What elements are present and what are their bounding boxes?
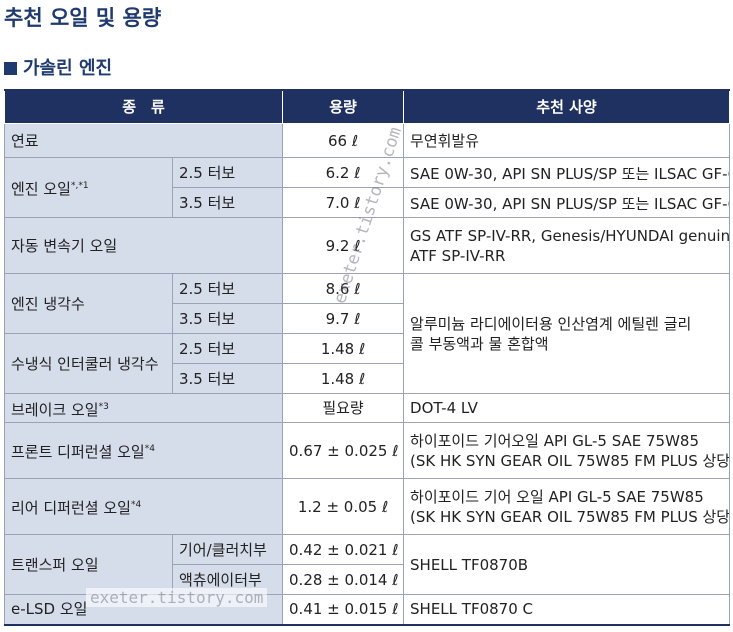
sub-cell: 2.5 터보 [171, 273, 284, 304]
cell-text: 자동 변속기 오일 [11, 236, 118, 255]
spec-line: 무연휘발유 [410, 131, 480, 150]
spec-line: 하이포이드 기어오일 API GL-5 SAE 75W85 [410, 431, 700, 450]
table-row: 연료 66 ℓ 무연휘발유 [3, 123, 730, 158]
spec-line: 알루미늄 라디에이터용 인산염계 에틸렌 글리 [410, 314, 692, 333]
spec-cell: SAE 0W-30, API SN PLUS/SP 또는 ILSAC GF-6*… [403, 187, 730, 218]
sub-cell: 2.5 터보 [171, 157, 284, 188]
footnote-mark: *3 [98, 401, 109, 412]
cell-text: 연료 [11, 131, 39, 150]
spec-cell: 하이포이드 기어 오일 API GL-5 SAE 75W85 (SK HK SYN… [403, 478, 730, 535]
cell-text: e-LSD 오일 [11, 600, 88, 619]
header-row: 종 류 용량 추천 사양 [3, 89, 730, 124]
capacity-cell: 1.48 ℓ [282, 333, 405, 364]
spec-line: GS ATF SP-IV-RR, Genesis/HYUNDAI genuine [410, 226, 730, 245]
spec-cell: 무연휘발유 [403, 123, 730, 158]
name-cell: 트랜스퍼 오일 [4, 534, 173, 595]
table-row: 트랜스퍼 오일 기어/클러치부 0.42 ± 0.021 ℓ SHELL TF0870… [4, 534, 730, 595]
spec-cell: SHELL TF0870 C [403, 594, 730, 625]
capacity-cell: 0.28 ± 0.014 ℓ [282, 564, 405, 595]
spec-line: (SK HK SYN GEAR OIL 75W85 FM PLUS 상당품) [410, 507, 730, 526]
cell-text: 브레이크 오일 [11, 400, 99, 419]
spec-line: (SK HK SYN GEAR OIL 75W85 FM PLUS 상당품) [410, 451, 730, 470]
cell-text: SAE 0W-30, API SN PLUS/SP 또는 ILSAC GF-6 [410, 195, 730, 213]
spec-line: 하이포이드 기어 오일 API GL-5 SAE 75W85 [410, 487, 704, 506]
cell-text: SAE 0W-30, API SN PLUS/SP 또는 ILSAC GF-6 [410, 165, 730, 183]
spec-line: ATF SP-IV-RR [410, 246, 506, 265]
table-row: 수냉식 인터쿨러 냉각수 2.5 터보 1.48 ℓ [4, 333, 730, 394]
spec-line: DOT-4 LV [410, 399, 478, 417]
spec-cell: 알루미늄 라디에이터용 인산염계 에틸렌 글리 콜 부동액과 물 혼합액 [403, 273, 730, 394]
name-cell: 엔진 오일*,*1 [4, 157, 173, 218]
capacity-cell: 1.48 ℓ [282, 363, 405, 394]
capacity-cell: 0.41 ± 0.015 ℓ [282, 594, 405, 625]
square-icon [4, 62, 17, 75]
spec-line: SHELL TF0870 C [410, 600, 533, 619]
capacity-cell: 66 ℓ [282, 123, 405, 158]
name-cell: e-LSD 오일 [3, 594, 284, 625]
title: 추천 오일 및 용량 [4, 6, 162, 30]
capacity-cell: 9.2 ℓ [282, 217, 405, 274]
table-row: 엔진 냉각수 2.5 터보 8.6 ℓ 알루미늄 라디에이터용 인산염계 에틸렌 글리… [4, 273, 730, 394]
sub-cell: 3.5 터보 [171, 363, 284, 394]
name-cell: 브레이크 오일*3 [3, 393, 284, 423]
spec-cell: SHELL TF0870B [403, 534, 730, 595]
table-row: 3.5 터보 7.0 ℓ SAE 0W-30, API SN PLUS/SP 또는 … [5, 187, 730, 218]
spec-cell: DOT-4 LV [403, 393, 730, 423]
capacity-cell: 7.0 ℓ [282, 187, 405, 218]
name-cell: 리어 디퍼런셜 오일*4 [3, 478, 284, 535]
name-cell: 프론트 디퍼런셜 오일*4 [3, 422, 284, 479]
header-cell: 추천 사양 [403, 89, 730, 124]
cell-text: 트랜스퍼 오일 [11, 555, 99, 574]
capacity-cell: 9.7 ℓ [282, 303, 405, 334]
name-cell: 자동 변속기 오일 [3, 217, 284, 274]
table-row: 자동 변속기 오일 9.2 ℓ GS ATF SP-IV-RR, Genesis/H… [3, 217, 730, 274]
spec-line: SHELL TF0870B [410, 555, 529, 574]
table-row: 엔진 오일*,*1 2.5 터보 6.2 ℓ SAE 0W-30, API SN PL… [4, 157, 730, 218]
table-row: 프론트 디퍼런셜 오일*4 0.67 ± 0.025 ℓ 하이포이드 기어오일 AP… [3, 422, 730, 479]
cell-text: 리어 디퍼런셜 오일 [11, 499, 131, 517]
spec-line: 콜 부동액과 물 혼합액 [410, 334, 549, 353]
table-row: 3.5 터보 1.48 ℓ [5, 363, 730, 394]
footnote-mark: *,*1 [70, 181, 89, 191]
name-cell: 엔진 냉각수 [4, 273, 173, 334]
oil-table: 종 류 용량 추천 사양 연료 66 ℓ 무연휘발유 엔진 오일*,*1 2.5 터보 6.2 … [3, 89, 730, 626]
header-cell: 종 류 [3, 89, 284, 124]
sub-cell: 3.5 터보 [171, 187, 284, 218]
capacity-cell: 8.6 ℓ [282, 273, 405, 304]
cell-text: 엔진 오일 [11, 180, 71, 198]
spec-cell: SAE 0W-30, API SN PLUS/SP 또는 ILSAC GF-6*… [403, 157, 730, 188]
section-title: 가솔린 엔진 [4, 54, 112, 80]
sub-cell: 액츄에이터부 [171, 564, 284, 595]
sub-cell: 2.5 터보 [171, 333, 284, 364]
cell-text: 수냉식 인터쿨러 냉각수 [11, 354, 159, 373]
spec-cell: GS ATF SP-IV-RR, Genesis/HYUNDAI genuine… [403, 217, 730, 274]
capacity-cell: 0.42 ± 0.021 ℓ [282, 534, 405, 565]
capacity-cell: 1.2 ± 0.05 ℓ [282, 478, 405, 535]
capacity-cell: 필요량 [282, 393, 405, 423]
table-row: 리어 디퍼런셜 오일*4 1.2 ± 0.05 ℓ 하이포이드 기어 오일 API … [3, 478, 730, 535]
name-cell: 연료 [3, 123, 284, 158]
capacity-cell: 0.67 ± 0.025 ℓ [282, 422, 405, 479]
header-cell: 용량 [282, 89, 405, 124]
capacity-cell: 6.2 ℓ [282, 157, 405, 188]
table-row: 3.5 터보 9.7 ℓ [5, 303, 730, 334]
sub-cell: 3.5 터보 [171, 303, 284, 334]
name-cell: 수냉식 인터쿨러 냉각수 [4, 333, 173, 394]
section-text: 가솔린 엔진 [23, 58, 113, 79]
sub-cell: 기어/클러치부 [171, 534, 284, 565]
cell-text: 프론트 디퍼런셜 오일 [11, 443, 145, 461]
table-row: 브레이크 오일*3 필요량 DOT-4 LV [3, 393, 730, 423]
spec-cell: 하이포이드 기어오일 API GL-5 SAE 75W85 (SK HK SYN … [403, 422, 730, 479]
footnote-mark: *4 [144, 444, 155, 454]
cell-text: 엔진 냉각수 [11, 294, 85, 313]
footnote-mark: *4 [130, 500, 142, 510]
table-row: e-LSD 오일 0.41 ± 0.015 ℓ SHELL TF0870 C [3, 594, 730, 625]
